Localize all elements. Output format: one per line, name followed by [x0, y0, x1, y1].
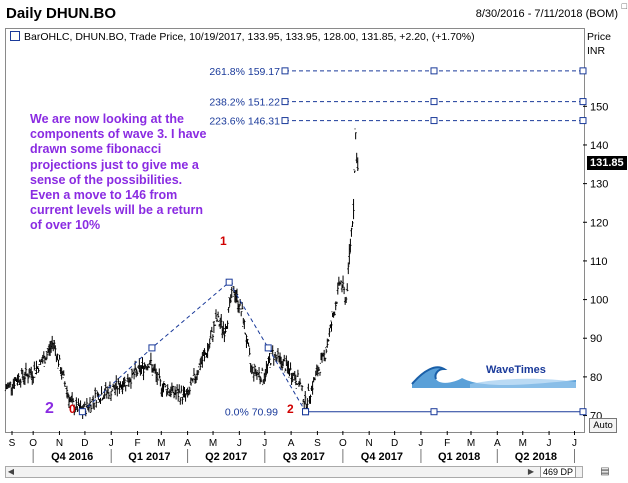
quarter-label: Q2 2017 — [205, 451, 247, 463]
price-axis-header: Price INR — [587, 30, 611, 58]
chart-legend: BarOHLC, DHUN.BO, Trade Price, 10/19/201… — [10, 31, 475, 43]
month-tick-label: J — [237, 438, 242, 449]
last-price-tag: 131.85 — [587, 156, 627, 170]
month-tick-label: D — [81, 438, 88, 449]
month-tick-label: S — [9, 438, 16, 449]
quarter-label: Q3 2017 — [283, 451, 325, 463]
month-tick-label: J — [262, 438, 267, 449]
y-tick-label: 100 — [590, 295, 608, 307]
fib-handle — [579, 98, 587, 106]
fib-handle — [430, 408, 438, 416]
fib-level-label: 223.6% 146.31 — [209, 116, 280, 128]
wave-handle — [78, 408, 86, 416]
month-tick-label: N — [366, 438, 373, 449]
month-tick-label: A — [288, 438, 295, 449]
auto-scale-button[interactable]: Auto — [589, 418, 617, 433]
fib-handle — [430, 98, 438, 106]
y-tick-label: 150 — [590, 101, 608, 113]
month-tick-label: J — [572, 438, 577, 449]
date-range: 8/30/2016 - 7/11/2018 (BOM) — [475, 8, 618, 20]
fib-handle — [579, 408, 587, 416]
window-corner-icon[interactable]: □ — [621, 1, 627, 11]
month-tick-label: J — [418, 438, 423, 449]
fib-handle — [281, 67, 289, 75]
fib-handle — [281, 98, 289, 106]
fib-handle — [430, 67, 438, 75]
fib-handle — [430, 117, 438, 125]
fib-handle — [281, 117, 289, 125]
wave-dashed-path — [82, 281, 306, 413]
wave-logo-icon — [411, 366, 576, 388]
legend-text: BarOHLC, DHUN.BO, Trade Price, 10/19/201… — [24, 31, 475, 43]
month-tick-label: J — [109, 438, 114, 449]
month-tick-label: A — [494, 438, 501, 449]
month-tick-label: J — [547, 438, 552, 449]
annotation-text: We are now looking at the components of … — [30, 112, 207, 233]
horizontal-scrollbar[interactable]: ◀ ▶ — [5, 466, 583, 478]
logo-text: WaveTimes — [486, 364, 546, 376]
month-tick-label: A — [184, 438, 191, 449]
month-tick-label: O — [29, 438, 37, 449]
y-tick-label: 140 — [590, 140, 608, 152]
month-tick-label: S — [314, 438, 321, 449]
fib-level-label: 238.2% 151.22 — [209, 97, 280, 109]
fib-handle — [579, 117, 587, 125]
fib-level-label: 0.0% 70.99 — [225, 407, 278, 419]
quarter-label: Q1 2018 — [438, 451, 480, 463]
quarter-label: Q4 2017 — [361, 451, 403, 463]
y-tick-label: 110 — [590, 256, 608, 268]
wave-label-2: 2 — [287, 402, 294, 416]
scroll-resize-icon[interactable]: ▤ — [600, 466, 610, 477]
y-tick-label: 120 — [590, 217, 608, 229]
y-tick-label: 130 — [590, 179, 608, 191]
chart-title: Daily DHUN.BO — [6, 5, 117, 22]
month-tick-label: O — [339, 438, 347, 449]
month-tick-label: M — [519, 438, 527, 449]
wave-handle — [302, 408, 310, 416]
month-tick-label: M — [467, 438, 475, 449]
wave-handle — [148, 344, 156, 352]
y-tick-label: 80 — [590, 372, 602, 384]
price-axis-label: Price — [587, 31, 611, 43]
wave-label-0: 0 — [69, 402, 76, 416]
quarter-label: Q4 2016 — [51, 451, 93, 463]
wavetimes-logo: WaveTimes — [410, 360, 578, 390]
scroll-right-icon[interactable]: ▶ — [527, 467, 535, 476]
month-tick-label: F — [444, 438, 450, 449]
month-tick-label: F — [134, 438, 140, 449]
month-tick-label: M — [209, 438, 217, 449]
month-tick-label: M — [157, 438, 165, 449]
y-tick-label: 90 — [590, 333, 602, 345]
wave-handle — [264, 344, 272, 352]
month-tick-label: D — [391, 438, 398, 449]
month-tick-label: N — [56, 438, 63, 449]
wave-label-2-big: 2 — [45, 400, 54, 417]
plot-area[interactable] — [5, 28, 585, 433]
dp-count: 469 DP — [540, 466, 577, 478]
quarter-label: Q2 2018 — [515, 451, 557, 463]
legend-series-icon — [10, 31, 20, 41]
scroll-left-icon[interactable]: ◀ — [7, 467, 15, 476]
fib-handle — [579, 67, 587, 75]
fib-level-label: 261.8% 159.17 — [209, 66, 280, 78]
currency-label: INR — [587, 45, 606, 57]
wave-handle — [225, 278, 233, 286]
wave-label-1: 1 — [220, 234, 227, 248]
quarter-label: Q1 2017 — [128, 451, 170, 463]
